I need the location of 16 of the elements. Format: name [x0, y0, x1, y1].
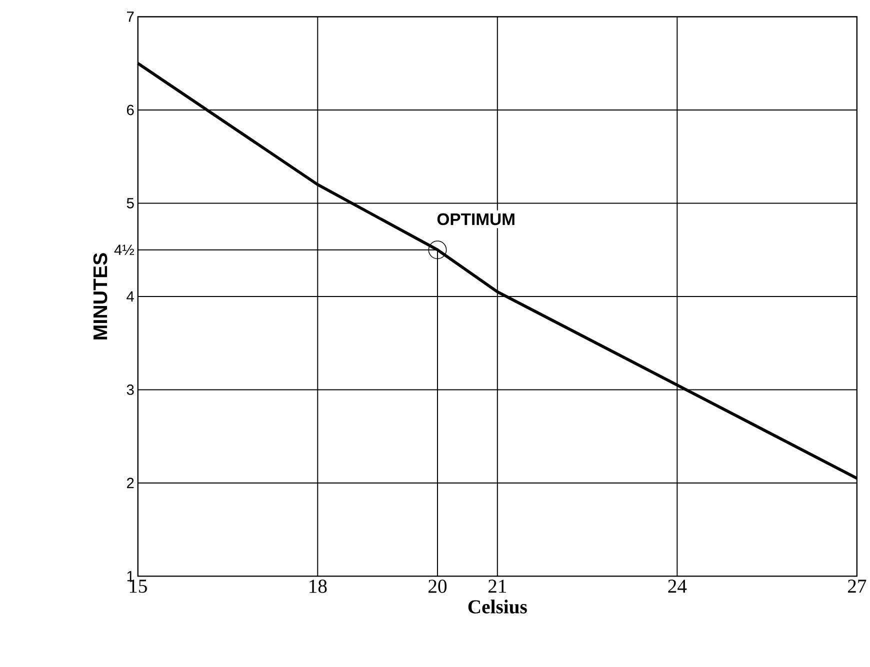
y-tick-label: 3	[126, 384, 134, 396]
annotation: OPTIMUM	[437, 213, 514, 226]
y-tick-label: 6	[127, 104, 134, 116]
y-tick-label: 4½	[114, 244, 134, 256]
x-tick-label: 27	[848, 580, 866, 593]
x-tick-label: 21	[488, 580, 506, 593]
y-axis-title: MINUTES	[93, 253, 108, 340]
y-tick-label: 5	[126, 198, 134, 208]
y-tick-label: 2	[126, 478, 134, 488]
x-tick-label: 15	[130, 580, 147, 593]
y-tick-label: 4	[126, 292, 134, 302]
x-tick-label: 20	[428, 580, 447, 593]
x-axis-title: Celsius	[468, 600, 527, 614]
x-tick-label: 18	[310, 580, 327, 593]
x-tick-label: 24	[668, 580, 687, 593]
y-tick-label: 7	[127, 12, 134, 22]
